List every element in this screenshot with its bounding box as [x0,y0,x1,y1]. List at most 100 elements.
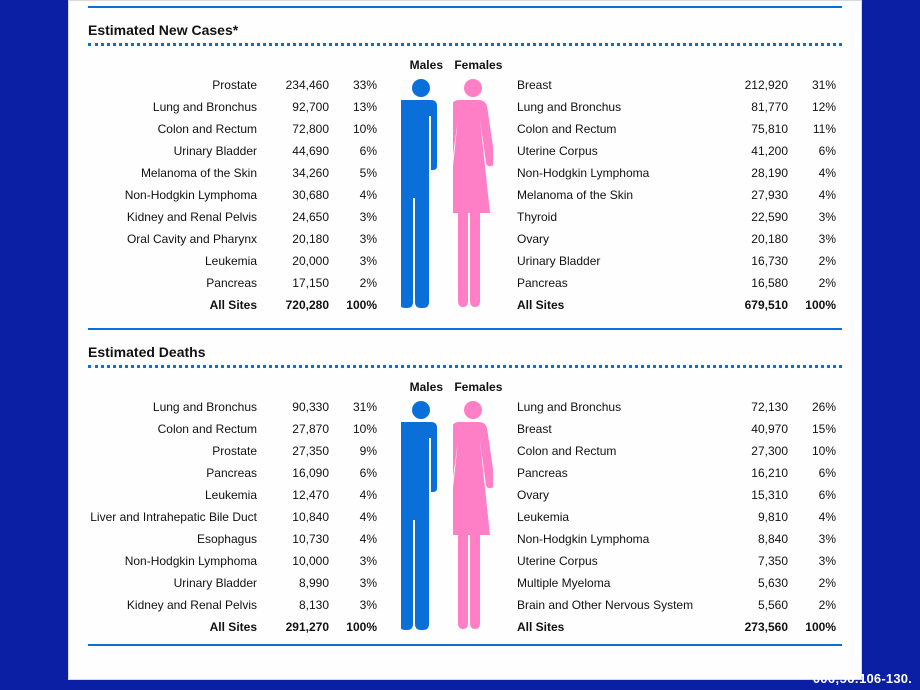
section-deaths: Estimated Deaths Males Females Lung and … [68,328,862,652]
row-percent: 6% [794,484,842,506]
row-name: Lung and Bronchus [511,396,722,418]
row-name: Kidney and Renal Pelvis [88,594,263,616]
male-column: Prostate234,46033%Lung and Bronchus92,70… [88,74,387,316]
column-headers: Males Females [88,52,842,74]
row-count: 28,190 [728,162,788,184]
male-figure-icon [401,76,441,311]
row-name: Esophagus [88,528,263,550]
header-females [507,380,842,394]
row-name: Melanoma of the Skin [88,162,263,184]
section-title: Estimated New Cases* [88,8,842,40]
row-count: 12,470 [269,484,329,506]
row-name: Non-Hodgkin Lymphoma [88,550,263,572]
female-figure-icon [453,398,493,633]
row-percent: 4% [335,506,383,528]
row-percent: 13% [335,96,383,118]
row-percent: 10% [335,118,383,140]
row-percent: 33% [335,74,383,96]
row-total-count: 273,560 [728,616,788,638]
columns: Prostate234,46033%Lung and Bronchus92,70… [88,74,842,316]
row-name: Kidney and Renal Pelvis [88,206,263,228]
row-count: 7,350 [728,550,788,572]
row-percent: 3% [335,550,383,572]
row-count: 34,260 [269,162,329,184]
female-column: Lung and Bronchus 72,130 26% Breast 40,970 15… [507,396,842,638]
row-name: Colon and Rectum [511,440,722,462]
row-total-percent: 100% [335,294,383,316]
row-count: 16,730 [728,250,788,272]
row-total-name: All Sites [88,294,263,316]
bottom-rule [88,644,842,646]
row-name: Lung and Bronchus [88,96,263,118]
row-count: 8,990 [269,572,329,594]
body-figures [387,74,507,316]
row-name: Multiple Myeloma [511,572,722,594]
header-males-label: Males [387,380,443,394]
infographic-card: Estimated New Cases* Males Females Prost… [68,0,862,680]
row-count: 72,130 [728,396,788,418]
row-name: Urinary Bladder [511,250,722,272]
row-name: Melanoma of the Skin [511,184,722,206]
row-count: 10,730 [269,528,329,550]
dotted-rule [88,365,842,368]
row-total-count: 291,270 [269,616,329,638]
row-total-percent: 100% [794,616,842,638]
row-name: Ovary [511,484,722,506]
row-percent: 2% [794,250,842,272]
row-percent: 26% [794,396,842,418]
row-count: 212,920 [728,74,788,96]
stage: Estimated New Cases* Males Females Prost… [0,0,920,690]
row-count: 10,840 [269,506,329,528]
section-new-cases: Estimated New Cases* Males Females Prost… [68,6,862,322]
row-name: Pancreas [88,272,263,294]
male-column: Lung and Bronchus90,33031%Colon and Rect… [88,396,387,638]
row-percent: 12% [794,96,842,118]
row-percent: 10% [794,440,842,462]
female-figure-icon [453,76,493,311]
row-percent: 31% [794,74,842,96]
row-name: Leukemia [511,506,722,528]
row-count: 27,870 [269,418,329,440]
row-name: Breast [511,74,722,96]
row-count: 16,090 [269,462,329,484]
row-count: 22,590 [728,206,788,228]
row-count: 44,690 [269,140,329,162]
row-count: 8,840 [728,528,788,550]
row-percent: 11% [794,118,842,140]
header-gap: Males Females [387,58,507,72]
header-females-label: Females [446,58,506,72]
row-count: 15,310 [728,484,788,506]
row-count: 72,800 [269,118,329,140]
row-count: 20,180 [728,228,788,250]
header-gap: Males Females [387,380,507,394]
header-males [88,58,387,72]
row-name: Colon and Rectum [88,118,263,140]
column-headers: Males Females [88,374,842,396]
row-name: Colon and Rectum [88,418,263,440]
row-name: Ovary [511,228,722,250]
row-count: 20,000 [269,250,329,272]
row-name: Breast [511,418,722,440]
row-percent: 2% [794,594,842,616]
row-percent: 3% [794,228,842,250]
dotted-rule [88,43,842,46]
row-name: Uterine Corpus [511,550,722,572]
citation-text: 006;56:106-130. [813,671,912,686]
row-count: 27,300 [728,440,788,462]
row-percent: 4% [335,184,383,206]
row-name: Uterine Corpus [511,140,722,162]
row-percent: 2% [794,272,842,294]
row-percent: 10% [335,418,383,440]
row-percent: 3% [335,206,383,228]
section-title: Estimated Deaths [88,330,842,362]
row-count: 40,970 [728,418,788,440]
row-count: 81,770 [728,96,788,118]
row-percent: 31% [335,396,383,418]
row-count: 20,180 [269,228,329,250]
row-count: 8,130 [269,594,329,616]
row-percent: 6% [794,140,842,162]
row-percent: 4% [794,162,842,184]
row-percent: 3% [335,228,383,250]
row-percent: 3% [335,250,383,272]
row-name: Pancreas [88,462,263,484]
